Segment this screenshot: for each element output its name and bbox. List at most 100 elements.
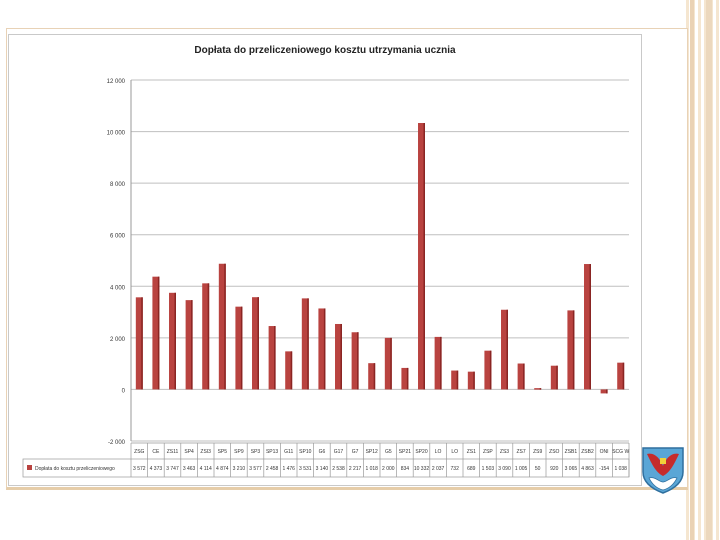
bar	[169, 292, 176, 390]
bar-shade	[307, 298, 309, 390]
category-label: CE	[152, 449, 160, 455]
data-value-label: 3 140	[316, 466, 329, 472]
bar	[318, 308, 326, 390]
bar-shade	[606, 389, 608, 394]
y-tick-label: 10 000	[107, 131, 126, 137]
bar-shade	[240, 306, 243, 390]
bar-shade	[440, 336, 442, 390]
category-label: SP5	[218, 449, 228, 455]
data-value-label: 920	[550, 466, 559, 472]
category-label: SP20	[415, 449, 427, 455]
bar	[252, 297, 259, 390]
bar-shade	[340, 323, 342, 390]
data-value-label: 4 874	[216, 466, 229, 472]
bar	[285, 351, 293, 390]
data-value-label: 1 038	[614, 466, 627, 472]
category-label: SP10	[299, 449, 311, 455]
data-value-label: 834	[401, 466, 410, 472]
bar	[235, 306, 243, 390]
data-value-label: 10 332	[414, 466, 430, 472]
data-value-label: 1 476	[282, 466, 295, 472]
y-tick-label: 2 000	[110, 337, 126, 343]
data-value-label: 2 458	[266, 466, 279, 472]
bar-shade	[390, 337, 392, 390]
bar-shade	[323, 308, 326, 390]
category-label: SCG W	[612, 449, 629, 455]
bar-shade	[274, 326, 276, 390]
category-label: G5	[385, 449, 392, 455]
bar-shade	[473, 371, 475, 390]
y-tick-label: 12 000	[107, 79, 126, 85]
bar	[185, 300, 193, 390]
bar	[567, 310, 575, 390]
category-label: ONI	[600, 449, 609, 455]
category-label: SP4	[184, 449, 194, 455]
bar	[301, 298, 309, 390]
data-value-label: 3 531	[299, 466, 312, 472]
bar	[534, 388, 542, 390]
bar	[451, 370, 459, 390]
bar	[484, 350, 492, 390]
legend-label: Dopłata do kosztu przeliczeniowego	[35, 466, 115, 472]
category-label: ZSB2	[581, 449, 594, 455]
bar	[550, 365, 558, 390]
y-tick-label: -2 000	[108, 440, 126, 446]
bar	[617, 362, 625, 390]
category-label: ZS1	[467, 449, 476, 455]
data-value-label: 4 863	[581, 466, 594, 472]
data-value-label: 2 037	[432, 466, 445, 472]
category-label: G17	[334, 449, 344, 455]
y-tick-label: 4 000	[110, 285, 126, 291]
bar	[418, 123, 425, 390]
legend-swatch	[27, 465, 32, 470]
bar	[434, 336, 442, 390]
category-label: LO	[451, 449, 458, 455]
bar-shade	[157, 276, 160, 390]
data-value-label: 3 065	[565, 466, 578, 472]
bar-shade	[523, 363, 525, 390]
data-value-label: 2 538	[332, 466, 345, 472]
bar-shade	[191, 300, 193, 390]
bar-shade	[423, 123, 425, 390]
bar	[384, 337, 392, 390]
data-value-label: 3 572	[133, 466, 146, 472]
category-label: ZS9	[533, 449, 542, 455]
category-label: ZSB1	[565, 449, 578, 455]
bar-chart: Dopłata do przeliczeniowego kosztu utrzy…	[22, 45, 629, 478]
y-tick-label: 0	[122, 388, 126, 394]
bar-shade	[506, 309, 508, 390]
bar-shade	[257, 297, 259, 390]
category-label: G6	[319, 449, 326, 455]
category-label: SP13	[266, 449, 278, 455]
data-value-label: 732	[451, 466, 460, 472]
bar	[135, 297, 143, 390]
data-value-label: 3 577	[249, 466, 262, 472]
bar	[401, 367, 409, 390]
bar-shade	[589, 264, 591, 390]
data-value-label: 689	[467, 466, 476, 472]
category-label: LO	[435, 449, 442, 455]
bar	[517, 363, 525, 390]
bar-shade	[290, 351, 293, 390]
bar	[152, 276, 160, 390]
category-label: SP12	[366, 449, 378, 455]
bar-shade	[539, 388, 542, 390]
data-value-label: 4 373	[150, 466, 163, 472]
data-value-label: 3 463	[183, 466, 196, 472]
category-label: ZSP	[483, 449, 493, 455]
bar-shade	[406, 367, 409, 390]
data-value-label: 2 000	[382, 466, 395, 472]
bar-shade	[141, 297, 143, 390]
data-value-label: 3 210	[233, 466, 246, 472]
data-value-label: 3 090	[498, 466, 511, 472]
bar-shade	[373, 363, 376, 390]
bar-shade	[456, 370, 459, 390]
data-value-label: 1 005	[515, 466, 528, 472]
bar	[202, 283, 210, 390]
bar	[335, 323, 342, 390]
category-label: ZSO	[549, 449, 559, 455]
category-label: ZS7	[517, 449, 526, 455]
bar	[351, 332, 359, 390]
data-value-label: -154	[599, 466, 609, 472]
category-label: G11	[284, 449, 293, 455]
